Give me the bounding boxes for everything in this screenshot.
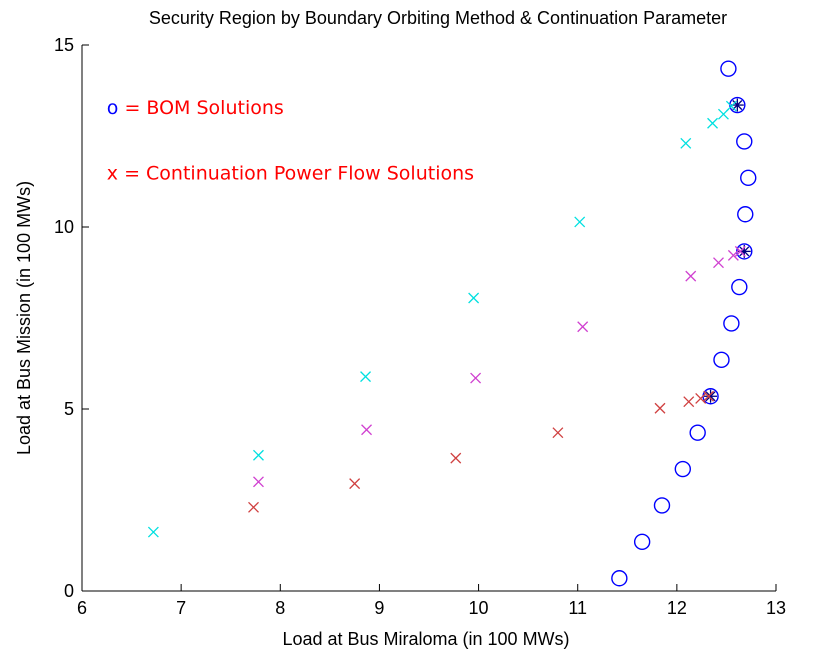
bom-point-circle xyxy=(689,424,706,441)
x-stroke xyxy=(248,501,259,513)
series-4 xyxy=(248,390,715,513)
cpf-point-x xyxy=(727,249,739,261)
x-stroke xyxy=(654,402,666,414)
cpf-point-x xyxy=(734,245,746,257)
x-tick-label: 12 xyxy=(667,598,687,618)
cpf-point-x xyxy=(695,392,707,404)
x-stroke xyxy=(349,478,361,490)
bom-point-circle xyxy=(723,315,740,332)
x-stroke xyxy=(470,372,482,384)
x-tick-label: 10 xyxy=(469,598,489,618)
annotation-1: x = Continuation Power Flow Solutions xyxy=(107,163,474,185)
x-tick-label: 8 xyxy=(275,598,285,618)
cpf-point-x xyxy=(683,396,695,408)
bom-point-circle xyxy=(713,351,730,369)
x-stroke xyxy=(703,390,715,402)
cpf-point-x xyxy=(147,526,159,538)
cpf-point-x xyxy=(450,452,462,464)
bom-point-circle xyxy=(611,570,628,587)
star-stroke xyxy=(732,100,743,111)
x-stroke xyxy=(695,392,707,404)
x-stroke xyxy=(707,117,719,129)
x-stroke xyxy=(552,427,564,439)
cpf-point-x xyxy=(713,257,724,269)
cpf-point-x xyxy=(248,501,259,513)
star-stroke xyxy=(705,391,716,402)
y-axis-label: Load at Bus Mission (in 100 MWs) xyxy=(14,181,34,455)
x-tick-label: 13 xyxy=(766,598,786,618)
x-stroke xyxy=(450,452,462,464)
y-tick-label: 15 xyxy=(54,35,74,55)
bom-point-circle xyxy=(731,278,748,296)
bom-point-circle xyxy=(740,169,757,187)
x-stroke xyxy=(253,476,264,488)
annotation-text: = BOM Solutions xyxy=(118,97,283,119)
x-stroke xyxy=(685,270,697,282)
cpf-point-x xyxy=(577,321,589,333)
cpf-point-x xyxy=(574,216,586,228)
series-2 xyxy=(147,100,737,538)
y-tick-label: 0 xyxy=(64,581,74,601)
x-stroke xyxy=(683,396,695,408)
chart-title: Security Region by Boundary Orbiting Met… xyxy=(149,8,727,28)
x-tick-label: 9 xyxy=(374,598,384,618)
cpf-point-x xyxy=(360,371,372,383)
y-tick-label: 5 xyxy=(64,399,74,419)
bom-point-circle xyxy=(720,60,737,77)
plot-marks xyxy=(147,60,757,587)
star-stroke xyxy=(739,246,750,257)
x-axis-label: Load at Bus Miraloma (in 100 MWs) xyxy=(282,629,569,649)
x-stroke xyxy=(680,137,692,149)
bom-point-circle xyxy=(674,460,692,478)
x-stroke xyxy=(253,449,264,461)
cpf-point-x xyxy=(654,402,666,414)
cpf-point-x xyxy=(725,100,737,112)
annotation-marker: o xyxy=(107,97,119,119)
y-tick-label: 10 xyxy=(54,217,74,237)
x-stroke xyxy=(725,100,737,112)
cpf-point-x xyxy=(685,270,697,282)
bom-point-circle xyxy=(737,206,754,223)
cpf-point-x xyxy=(552,427,564,439)
x-stroke xyxy=(734,245,746,257)
cpf-point-x xyxy=(680,137,692,149)
cpf-point-x xyxy=(470,372,482,384)
bom-point-circle xyxy=(633,533,651,551)
cpf-point-x xyxy=(349,478,361,490)
x-tick-label: 11 xyxy=(568,598,587,618)
annotation-0: o = BOM Solutions xyxy=(107,97,284,119)
bom-point-circle xyxy=(653,497,671,514)
cpf-point-x xyxy=(707,117,719,129)
x-stroke xyxy=(468,292,480,304)
cpf-point-x xyxy=(253,449,264,461)
legend-annotations: o = BOM Solutions x = Continuation Power … xyxy=(107,97,474,185)
bom-point-star xyxy=(704,389,718,403)
cpf-point-x xyxy=(253,476,264,488)
x-stroke xyxy=(147,526,159,538)
x-stroke xyxy=(360,371,372,383)
annotation-text: = Continuation Power Flow Solutions xyxy=(118,163,474,185)
x-stroke xyxy=(713,257,724,269)
axes: 6 7 8 9 10 11 12 13 0 5 10 15 xyxy=(54,35,786,618)
series-1 xyxy=(704,98,751,403)
x-stroke xyxy=(361,424,372,436)
bom-point-circle xyxy=(736,133,753,150)
cpf-point-x xyxy=(468,292,480,304)
x-stroke xyxy=(577,321,589,333)
x-stroke xyxy=(574,216,586,228)
annotation-marker: x xyxy=(107,163,118,185)
series-3 xyxy=(253,245,746,488)
x-stroke xyxy=(727,249,739,261)
cpf-point-x xyxy=(703,390,715,402)
cpf-point-x xyxy=(361,424,372,436)
x-tick-label: 7 xyxy=(176,598,186,618)
x-tick-label: 6 xyxy=(77,598,87,618)
